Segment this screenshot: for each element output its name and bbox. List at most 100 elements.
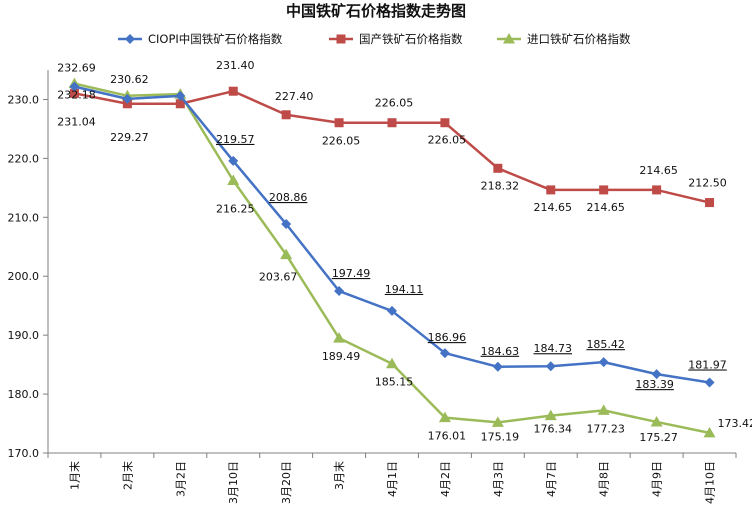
legend: CIOPI中国铁矿石价格指数 国产铁矿石价格指数 进口铁矿石价格指数 xyxy=(118,32,631,46)
chart-title: 中国铁矿石价格指数走势图 xyxy=(286,2,466,20)
data-label: 175.19 xyxy=(481,430,520,443)
legend-item-1: 国产铁矿石价格指数 xyxy=(329,32,463,46)
data-label: 176.01 xyxy=(428,430,467,443)
x-tick-label: 3月2日 xyxy=(174,461,187,497)
data-label: 231.40 xyxy=(216,59,255,72)
data-label: 212.50 xyxy=(688,177,727,190)
data-labels: 232.18 219.57 208.86 197.49 194.11 186.96 184.… xyxy=(57,59,752,444)
data-label: 203.67 xyxy=(259,271,298,284)
data-label: 194.11 xyxy=(385,283,424,296)
series-layer xyxy=(68,77,716,438)
data-label: 208.86 xyxy=(269,191,308,204)
data-label: 214.65 xyxy=(586,201,625,214)
data-point xyxy=(387,118,397,128)
data-point xyxy=(491,416,504,427)
legend-label: 国产铁矿石价格指数 xyxy=(359,32,463,46)
y-tick-label: 170.0 xyxy=(8,447,40,460)
data-point xyxy=(69,81,80,92)
legend-item-0: CIOPI中国铁矿石价格指数 xyxy=(118,32,283,46)
legend-label: 进口铁矿石价格指数 xyxy=(527,32,631,46)
data-label: 227.40 xyxy=(275,90,314,103)
data-label: 232.69 xyxy=(57,62,96,75)
x-tick-label: 4月8日 xyxy=(598,461,611,497)
data-point xyxy=(175,90,186,101)
legend-marker xyxy=(503,33,515,44)
x-tick-label: 4月9日 xyxy=(651,461,664,497)
data-point xyxy=(228,155,239,166)
data-point xyxy=(546,185,556,195)
data-point xyxy=(69,88,79,98)
data-point xyxy=(440,118,450,128)
data-point xyxy=(650,415,663,427)
data-point xyxy=(387,305,397,316)
data-point xyxy=(175,99,185,109)
data-label: 218.32 xyxy=(481,179,520,192)
data-point xyxy=(545,361,556,372)
data-point xyxy=(386,357,398,369)
x-tick-label: 3月10日 xyxy=(227,461,240,504)
data-point xyxy=(544,409,557,421)
data-label: 189.49 xyxy=(322,350,361,363)
y-tick-label: 190.0 xyxy=(8,329,40,342)
data-label: 214.65 xyxy=(534,201,573,214)
data-point xyxy=(599,185,609,195)
data-point xyxy=(705,198,715,208)
data-label: 226.05 xyxy=(322,135,361,148)
x-tick-label: 4月1日 xyxy=(386,461,399,497)
data-label: 185.15 xyxy=(375,376,414,389)
y-tick-label: 200.0 xyxy=(8,270,40,283)
data-label: 184.73 xyxy=(534,342,573,355)
data-label: 185.42 xyxy=(586,338,625,351)
data-point xyxy=(227,174,240,185)
data-label: 230.62 xyxy=(110,73,149,86)
legend-label: CIOPI中国铁矿石价格指数 xyxy=(148,32,283,46)
data-point xyxy=(228,86,238,96)
data-label: 231.04 xyxy=(57,115,96,128)
data-point xyxy=(703,426,716,438)
data-label: 232.18 xyxy=(57,89,96,102)
x-tick-label: 4月7日 xyxy=(545,461,558,497)
y-tick-label: 180.0 xyxy=(8,388,40,401)
x-tick-label: 4月10日 xyxy=(704,461,717,504)
y-tick-label: 220.0 xyxy=(8,152,40,165)
data-point xyxy=(651,369,662,380)
data-label: 183.39 xyxy=(635,378,674,391)
data-point xyxy=(493,163,503,173)
data-point xyxy=(652,185,662,195)
data-label: 226.05 xyxy=(428,134,467,147)
data-label: 176.34 xyxy=(534,423,573,436)
series-0 xyxy=(69,81,715,388)
data-point xyxy=(280,248,293,260)
data-label: 181.97 xyxy=(688,358,727,371)
x-tick-label: 3月20日 xyxy=(280,461,293,504)
data-label: 173.42 xyxy=(718,417,752,430)
data-point xyxy=(598,357,609,368)
x-tick-label: 4月2日 xyxy=(439,461,452,497)
series-1 xyxy=(69,86,715,208)
data-label: 226.05 xyxy=(375,97,414,110)
x-tick-label: 2月末 xyxy=(120,461,134,490)
x-tick-label: 3月末 xyxy=(332,461,346,490)
data-point xyxy=(492,361,503,372)
data-point xyxy=(334,286,345,297)
y-tick-label: 230.0 xyxy=(8,93,40,106)
legend-marker xyxy=(125,34,135,44)
data-point xyxy=(333,332,346,343)
data-point xyxy=(281,110,291,120)
data-label: 184.63 xyxy=(481,345,520,358)
data-label: 219.57 xyxy=(216,133,255,146)
data-point xyxy=(704,377,715,388)
x-tick-label: 1月末 xyxy=(67,461,81,490)
data-point xyxy=(122,93,133,104)
data-label: 214.65 xyxy=(639,164,678,177)
data-label: 186.96 xyxy=(428,331,467,344)
data-point xyxy=(334,118,344,128)
data-point xyxy=(438,411,451,423)
x-tick-label: 4月3日 xyxy=(492,461,505,497)
data-label: 175.27 xyxy=(639,431,678,444)
data-label: 229.27 xyxy=(110,131,149,144)
data-point xyxy=(439,348,450,359)
y-tick-label: 210.0 xyxy=(8,211,40,224)
data-label: 177.23 xyxy=(586,422,625,435)
